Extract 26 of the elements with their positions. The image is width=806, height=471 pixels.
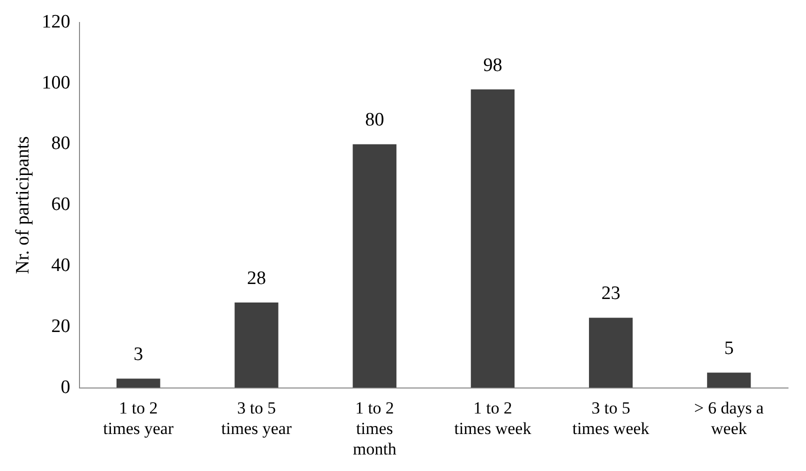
y-tick-label: 120 <box>42 11 70 32</box>
x-tick-label: > 6 days a week <box>694 398 764 438</box>
data-label: 5 <box>724 338 734 360</box>
bar <box>116 378 160 388</box>
data-label: 80 <box>365 110 384 131</box>
bar <box>588 318 633 388</box>
bar <box>707 372 751 388</box>
data-label: 98 <box>483 54 502 76</box>
x-tick-label: 1 to 2 times month <box>352 398 397 458</box>
data-label: 3 <box>134 344 144 366</box>
bar <box>234 302 278 388</box>
y-tick-label: 60 <box>51 194 70 216</box>
bar <box>352 144 396 388</box>
y-tick-label: 80 <box>51 133 70 154</box>
y-axis-title: Nr. of participants <box>12 136 34 274</box>
bar <box>470 89 515 388</box>
y-tick-label: 100 <box>42 72 70 94</box>
x-tick-label: 3 to 5 times week <box>572 398 650 438</box>
x-tick-label: 1 to 2 times week <box>454 398 532 438</box>
y-tick-label: 20 <box>51 316 70 337</box>
data-label: 28 <box>246 268 266 290</box>
data-label: 23 <box>601 283 620 304</box>
y-tick-label: 40 <box>51 254 70 276</box>
x-tick-label: 3 to 5 times year <box>221 398 292 438</box>
y-tick-label: 0 <box>60 376 70 398</box>
x-tick-label: 1 to 2 times year <box>103 398 174 438</box>
